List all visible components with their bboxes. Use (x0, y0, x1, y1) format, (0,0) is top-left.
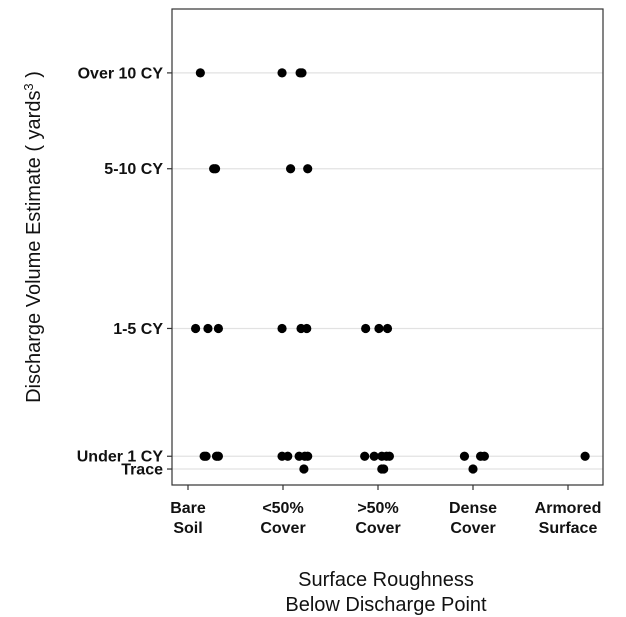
plot-panel-border (171, 8, 604, 486)
x-tick-label: Cover (260, 520, 305, 537)
data-point (379, 464, 389, 474)
data-point (277, 68, 287, 78)
x-tick-label: Armored (535, 500, 602, 517)
data-point (303, 451, 313, 461)
data-point (384, 451, 394, 461)
y-tick-label: Trace (121, 462, 163, 479)
x-tick-label: Bare (170, 500, 206, 517)
y-axis-title-suffix: ) (23, 71, 45, 83)
x-tick-label: Surface (539, 520, 598, 537)
data-point (374, 323, 384, 334)
data-point (277, 323, 287, 334)
y-tick-label: 1-5 CY (113, 321, 163, 338)
data-point (210, 164, 221, 174)
data-point (382, 323, 393, 334)
data-point (302, 323, 312, 334)
x-axis-title-line-2: Below Discharge Point (285, 594, 487, 616)
data-point (360, 451, 370, 461)
data-point (297, 68, 307, 78)
data-points (191, 68, 590, 474)
data-point (283, 451, 293, 461)
y-tick-label: Under 1 CY (77, 449, 164, 466)
x-tick-label: <50% (262, 500, 303, 517)
y-axis-title-superscript: 3 (21, 83, 36, 90)
x-axis-ticks: Bare Soil <50% Cover >50% Cover Dense Cover Armo… (170, 485, 601, 537)
x-tick-label: Dense (449, 500, 497, 517)
data-point (580, 451, 590, 461)
data-point (468, 464, 478, 474)
data-point (191, 323, 201, 334)
data-point (299, 464, 309, 474)
data-point (195, 68, 205, 78)
x-tick-label: >50% (357, 500, 398, 517)
data-point (361, 323, 371, 334)
y-tick-label: Over 10 CY (78, 65, 164, 82)
x-axis-title-line-1: Surface Roughness (298, 569, 474, 591)
data-point (286, 164, 296, 174)
data-point (479, 451, 489, 461)
y-axis-title: Discharge Volume Estimate ( yards3 ) (21, 71, 46, 403)
y-axis-title-text: Discharge Volume Estimate ( yards (23, 91, 45, 403)
data-point (213, 451, 223, 461)
data-point (369, 451, 379, 461)
y-tick-label: 5-10 CY (104, 161, 163, 178)
x-tick-label: Soil (173, 520, 202, 537)
x-tick-label: Cover (355, 520, 400, 537)
data-point (213, 323, 223, 334)
data-point (303, 164, 313, 174)
data-point (203, 323, 213, 334)
x-tick-label: Cover (450, 520, 495, 537)
data-point (201, 451, 211, 461)
data-point (459, 451, 470, 461)
